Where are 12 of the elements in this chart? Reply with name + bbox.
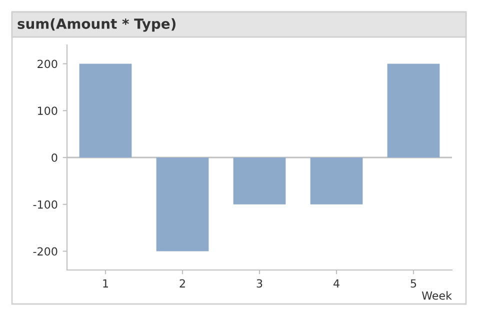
y-tick-label: 200 — [38, 60, 58, 68]
x-axis-title: Week — [422, 291, 452, 300]
y-tick-label: 0 — [52, 153, 58, 162]
y-tick-label: -200 — [33, 247, 58, 256]
chart-title: sum(Amount * Type) — [18, 18, 176, 32]
x-tick-label: 1 — [103, 279, 108, 288]
y-tick-label: 100 — [38, 106, 58, 116]
x-tick-label: 2 — [180, 279, 185, 288]
x-tick-label: 4 — [334, 279, 340, 288]
x-tick-label: 5 — [410, 279, 416, 288]
x-tick-label: 3 — [256, 279, 262, 288]
y-tick-label: -100 — [33, 200, 58, 209]
